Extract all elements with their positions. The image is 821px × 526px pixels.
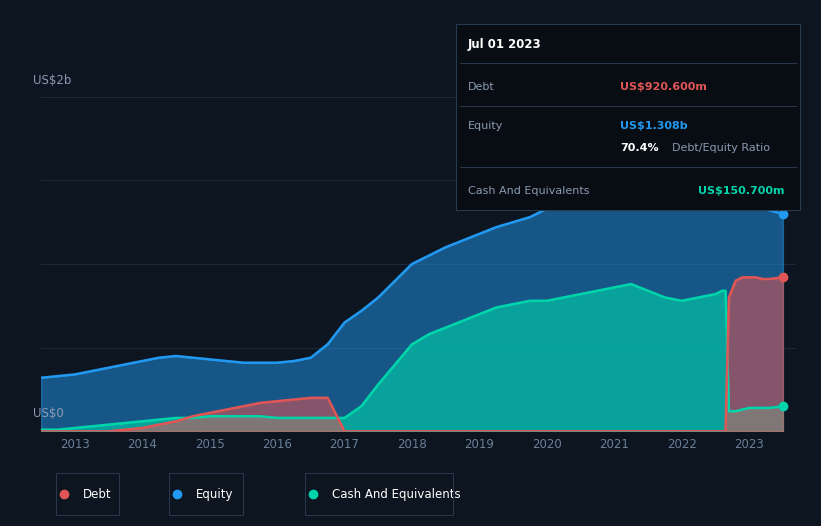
Text: Cash And Equivalents: Cash And Equivalents [332,488,461,501]
Text: Equity: Equity [468,121,503,131]
Text: Cash And Equivalents: Cash And Equivalents [468,186,589,196]
Text: Debt/Equity Ratio: Debt/Equity Ratio [672,143,769,153]
Text: US$150.700m: US$150.700m [698,186,784,196]
Text: US$920.600m: US$920.600m [620,82,707,92]
Text: Equity: Equity [196,488,233,501]
Text: US$2b: US$2b [34,74,72,87]
Text: Debt: Debt [83,488,111,501]
Text: Jul 01 2023: Jul 01 2023 [468,38,542,50]
Text: US$1.308b: US$1.308b [620,121,687,131]
Text: US$0: US$0 [34,407,64,420]
Text: Debt: Debt [468,82,495,92]
Text: 70.4%: 70.4% [620,143,658,153]
